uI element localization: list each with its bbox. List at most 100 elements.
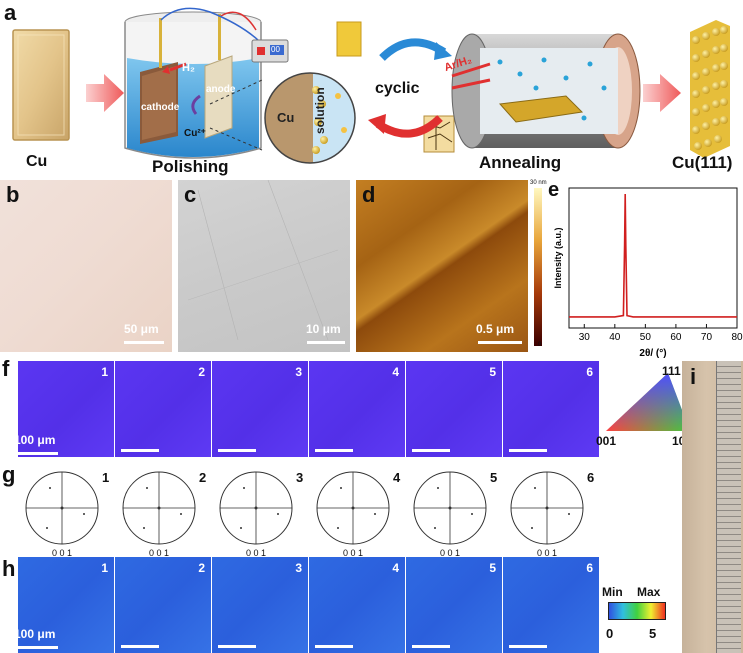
tile-scalebar <box>509 449 547 452</box>
pole-figure: 3 0 0 1 <box>216 468 308 558</box>
scalebar-h <box>18 646 58 649</box>
ipf-label-111: 111 <box>662 364 681 378</box>
kam-map-tile-number: 1 <box>101 561 108 575</box>
pole-figure-label: 0 0 1 <box>149 548 170 558</box>
annealing-furnace-graphic <box>451 33 641 149</box>
pole-figure-number: 5 <box>490 470 498 485</box>
scalebar-label-h: 100 μm <box>14 627 56 641</box>
panel-label-a: a <box>4 0 17 25</box>
label-cu: Cu <box>26 153 48 170</box>
ipf-map-tile-number: 4 <box>392 365 399 379</box>
label-inset-solution: solution <box>313 87 327 134</box>
pole-figure-circle <box>316 471 390 545</box>
x-tick-label: 70 <box>701 332 713 343</box>
afm-colorbar-min: 0 <box>538 342 542 348</box>
label-annealing: Annealing <box>479 153 562 172</box>
ruler-graphic <box>716 361 741 653</box>
label-inset-cu: Cu <box>277 110 295 125</box>
kam-map-tile-number: 2 <box>198 561 205 575</box>
ipf-map-tile-number: 2 <box>198 365 205 379</box>
pole-figure-number: 3 <box>296 470 304 485</box>
ipf-map-tile: 6 <box>503 361 599 457</box>
kam-map-tile: 6 <box>503 557 599 653</box>
x-axis-label: 2θ/ (°) <box>639 348 666 359</box>
pole-figure-number: 2 <box>199 470 207 485</box>
xrd-series-line <box>569 193 737 318</box>
sem-scratches <box>187 180 339 341</box>
kam-map-tile: 2 <box>115 557 211 653</box>
optical-image-b <box>0 180 172 352</box>
ipf-map-tile: 1 <box>18 361 114 457</box>
ipf-triangle-legend <box>606 373 690 431</box>
pole-figure-circle <box>510 471 584 545</box>
scalebar-label-c: 10 μm <box>306 322 341 336</box>
label-cu111: Cu(111) <box>672 153 733 172</box>
kam-map-tile: 3 <box>212 557 308 653</box>
kam-legend-zero: 0 <box>606 626 614 641</box>
tile-scalebar <box>315 449 353 452</box>
scalebar-d <box>478 341 522 344</box>
ipf-map-tile-number: 1 <box>101 365 108 379</box>
ipf-map-tile-number: 3 <box>295 365 302 379</box>
polishing-cell-graphic <box>124 7 262 159</box>
arrow-right-icon <box>643 74 681 112</box>
x-tick-label: 40 <box>609 332 621 343</box>
ipf-map-tile: 3 <box>212 361 308 457</box>
label-cathode: cathode <box>141 102 180 113</box>
pole-figure: 2 0 0 1 <box>119 468 211 558</box>
tile-scalebar <box>121 645 159 648</box>
panel-label-e: e <box>548 179 560 201</box>
pole-figure-label: 0 0 1 <box>440 548 461 558</box>
ipf-map-tile: 5 <box>406 361 502 457</box>
pole-figure-label: 0 0 1 <box>343 548 364 558</box>
afm-colorbar-max: 30 nm <box>530 180 547 186</box>
x-tick-label: 60 <box>670 332 682 343</box>
arrow-right-icon <box>86 74 124 112</box>
pole-figure-number: 4 <box>393 470 401 485</box>
kam-legend-max: Max <box>637 585 661 599</box>
panel-label-d: d <box>362 182 376 207</box>
pole-figure-number: 1 <box>102 470 110 485</box>
ipf-map-tile: 2 <box>115 361 211 457</box>
power-supply-display: 00 <box>271 45 280 54</box>
panel-label-g: g <box>2 462 16 487</box>
scalebar-label-f: 100 μm <box>14 433 56 447</box>
panel-label-h: h <box>2 556 16 581</box>
cu111-crystal-graphic <box>690 20 730 158</box>
plot-frame <box>568 187 738 329</box>
panel-label-b: b <box>6 182 20 207</box>
smooth-foil-graphic <box>336 21 362 57</box>
pole-figure: 4 0 0 1 <box>313 468 405 558</box>
cu-foil-graphic <box>12 29 70 141</box>
kam-map-tile-number: 3 <box>295 561 302 575</box>
scalebar-label-b: 50 μm <box>124 322 159 336</box>
label-cyclic: cyclic <box>375 80 420 97</box>
pole-figure-circle <box>413 471 487 545</box>
afm-image-d <box>356 180 528 352</box>
pole-figure: 5 0 0 1 <box>410 468 502 558</box>
tile-scalebar <box>412 449 450 452</box>
label-cu-ion: Cu²⁺ <box>184 128 206 139</box>
ipf-map-tile-number: 5 <box>489 365 496 379</box>
pole-figure-label: 0 0 1 <box>537 548 558 558</box>
tile-scalebar <box>412 645 450 648</box>
kam-map-tile-number: 4 <box>392 561 399 575</box>
label-polishing: Polishing <box>152 157 229 176</box>
scalebar-c <box>307 341 345 344</box>
pole-figure: 6 0 0 1 <box>507 468 599 558</box>
ipf-map-tile: 4 <box>309 361 405 457</box>
scalebar-b <box>124 341 164 344</box>
kam-map-tile: 1 <box>18 557 114 653</box>
process-schematic <box>12 7 730 164</box>
label-h2: H₂ <box>182 62 195 74</box>
sem-image-c <box>178 180 350 352</box>
pole-figure-number: 6 <box>587 470 595 485</box>
kam-colorbar <box>608 602 666 620</box>
scalebar-f <box>18 452 58 455</box>
pole-figure-label: 0 0 1 <box>52 548 73 558</box>
pole-figure-label: 0 0 1 <box>246 548 267 558</box>
x-tick-label: 50 <box>640 332 652 343</box>
tile-scalebar <box>218 449 256 452</box>
kam-map-tile: 4 <box>309 557 405 653</box>
x-tick-label: 30 <box>579 332 591 343</box>
